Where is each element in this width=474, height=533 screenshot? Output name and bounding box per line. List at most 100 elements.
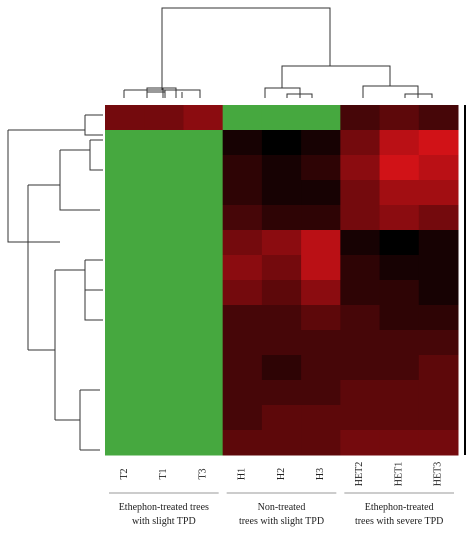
- heatmap-cell: [105, 405, 145, 431]
- heatmap-cell: [340, 280, 381, 306]
- heatmap-cell: [418, 355, 459, 381]
- group-label: Non-treated: [258, 502, 306, 513]
- heatmap-cell: [183, 205, 224, 231]
- heatmap-cell: [261, 380, 302, 406]
- heatmap-cell: [418, 130, 459, 156]
- heatmap-cell: [105, 205, 145, 231]
- heatmap-cell: [301, 405, 341, 431]
- heatmap-cell: [222, 105, 263, 131]
- heatmap-cell: [183, 405, 224, 431]
- heatmap-cell: [144, 280, 184, 306]
- heatmap-cell: [340, 105, 381, 131]
- heatmap-cell: [183, 430, 224, 456]
- heatmap-cell: [183, 105, 224, 131]
- heatmap-cell: [379, 430, 420, 456]
- heatmap-cell: [340, 380, 381, 406]
- heatmap-cell: [183, 380, 224, 406]
- group-label: trees with severe TPD: [355, 516, 443, 527]
- heatmap-cell: [222, 330, 263, 356]
- heatmap-cell: [183, 130, 224, 156]
- heatmap-cell: [183, 280, 224, 306]
- heatmap-cell: [418, 280, 459, 306]
- heatmap-cell: [340, 255, 381, 281]
- group-label: Ethephon-treated: [365, 502, 434, 513]
- column-label: T1: [158, 468, 169, 479]
- heatmap-cell: [183, 305, 224, 331]
- heatmap-cell: [222, 180, 263, 206]
- heatmap-cell: [144, 105, 184, 131]
- heatmap-cell: [222, 430, 263, 456]
- heatmap-cell: [105, 330, 145, 356]
- column-label: H1: [237, 468, 248, 480]
- heatmap-cell: [301, 155, 341, 181]
- heatmap-cell: [105, 355, 145, 381]
- heatmap-cell: [261, 105, 302, 131]
- heatmap-cell: [261, 230, 302, 256]
- heatmap-cell: [379, 105, 420, 131]
- heatmap-cell: [340, 405, 381, 431]
- column-label: H2: [276, 468, 287, 480]
- heatmap-cell: [144, 255, 184, 281]
- heatmap-cell: [222, 255, 263, 281]
- heatmap-cell: [301, 430, 341, 456]
- heatmap-cell: [340, 305, 381, 331]
- heatmap-cell: [379, 355, 420, 381]
- heatmap-cell: [301, 305, 341, 331]
- column-label: HET2: [354, 462, 365, 486]
- heatmap-cell: [144, 180, 184, 206]
- heatmap-cell: [340, 130, 381, 156]
- heatmap-cell: [222, 205, 263, 231]
- heatmap-cell: [379, 305, 420, 331]
- heatmap-cell: [418, 405, 459, 431]
- heatmap-cell: [144, 205, 184, 231]
- heatmap-cell: [222, 230, 263, 256]
- heatmap-cell: [379, 230, 420, 256]
- heatmap-cell: [105, 305, 145, 331]
- heatmap-cell: [418, 430, 459, 456]
- heatmap-cell: [144, 230, 184, 256]
- heatmap-cell: [183, 330, 224, 356]
- heatmap-cell: [261, 255, 302, 281]
- heatmap-cell: [418, 330, 459, 356]
- heatmap-cell: [183, 155, 224, 181]
- heatmap-cell: [105, 280, 145, 306]
- heatmap-cell: [105, 255, 145, 281]
- heatmap-cell: [261, 180, 302, 206]
- heatmap-cell: [261, 430, 302, 456]
- heatmap-cell: [340, 155, 381, 181]
- heatmap-cell: [418, 230, 459, 256]
- heatmap-cell: [340, 330, 381, 356]
- heatmap-cell: [183, 180, 224, 206]
- heatmap: [105, 105, 459, 456]
- group-label: with slight TPD: [132, 516, 196, 527]
- heatmap-cell: [222, 355, 263, 381]
- heatmap-cell: [105, 130, 145, 156]
- heatmap-cell: [301, 180, 341, 206]
- heatmap-cell: [261, 280, 302, 306]
- heatmap-cell: [261, 355, 302, 381]
- heatmap-cell: [379, 405, 420, 431]
- heatmap-cell: [340, 230, 381, 256]
- heatmap-cell: [261, 130, 302, 156]
- heatmap-cell: [222, 380, 263, 406]
- column-dendrogram: [123, 7, 433, 98]
- group-label: trees with slight TPD: [239, 516, 324, 527]
- heatmap-cell: [340, 355, 381, 381]
- heatmap-cell: [340, 430, 381, 456]
- group-label: Ethephon-treated trees: [119, 502, 209, 513]
- heatmap-cell: [222, 155, 263, 181]
- heatmap-cell: [301, 205, 341, 231]
- heatmap-cell: [379, 255, 420, 281]
- heatmap-cell: [301, 105, 341, 131]
- heatmap-cell: [418, 155, 459, 181]
- heatmap-cell: [105, 180, 145, 206]
- heatmap-cell: [144, 430, 184, 456]
- heatmap-cell: [261, 305, 302, 331]
- heatmap-cell: [418, 305, 459, 331]
- column-label: T3: [197, 468, 208, 479]
- heatmap-cell: [261, 330, 302, 356]
- heatmap-cell: [144, 405, 184, 431]
- heatmap-cell: [379, 380, 420, 406]
- heatmap-cell: [105, 430, 145, 456]
- heatmap-cell: [379, 330, 420, 356]
